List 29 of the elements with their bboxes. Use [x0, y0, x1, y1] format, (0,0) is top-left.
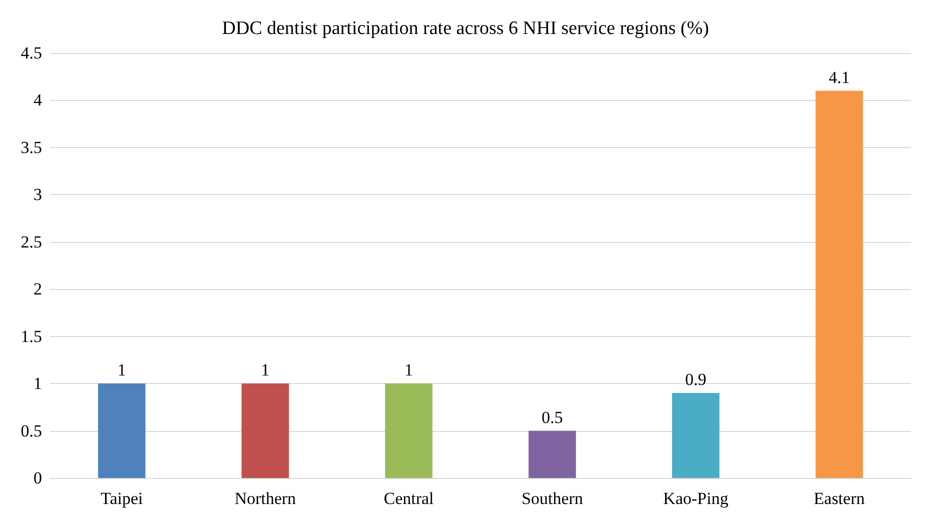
y-tick-label: 4.5	[20, 44, 42, 62]
bar	[816, 90, 863, 478]
x-tick-label: Northern	[234, 489, 296, 508]
x-tick-label: Southern	[522, 489, 584, 508]
y-tick-label: 1	[34, 374, 42, 394]
y-tick-label: 3.5	[20, 138, 42, 157]
data-label: 0.5	[542, 408, 563, 427]
data-label: 1	[261, 360, 270, 380]
bar	[242, 384, 289, 478]
x-tick-label: Eastern	[814, 489, 866, 508]
x-tick-label: Kao-Ping	[663, 489, 729, 508]
bar	[672, 393, 720, 478]
y-tick-label: 0.5	[20, 421, 42, 440]
data-label: 1	[404, 360, 413, 380]
data-label: 4.1	[828, 68, 850, 87]
data-label: 0.9	[685, 370, 706, 389]
y-tick-label: 0	[34, 468, 42, 488]
bar	[528, 430, 576, 478]
bar	[385, 384, 432, 478]
x-tick-label: Taipei	[100, 489, 144, 508]
y-tick-label: 1.5	[20, 326, 42, 346]
y-tick-label: 4	[34, 90, 42, 110]
y-tick-label: 3	[34, 185, 42, 204]
y-tick-label: 2	[34, 280, 42, 299]
data-label: 1	[118, 360, 126, 380]
x-tick-label: Central	[384, 489, 434, 508]
chart-title: DDC dentist participation rate across 6 NHI service regions (%)	[222, 18, 709, 39]
y-tick-label: 2.5	[20, 232, 42, 252]
bar	[98, 384, 146, 478]
